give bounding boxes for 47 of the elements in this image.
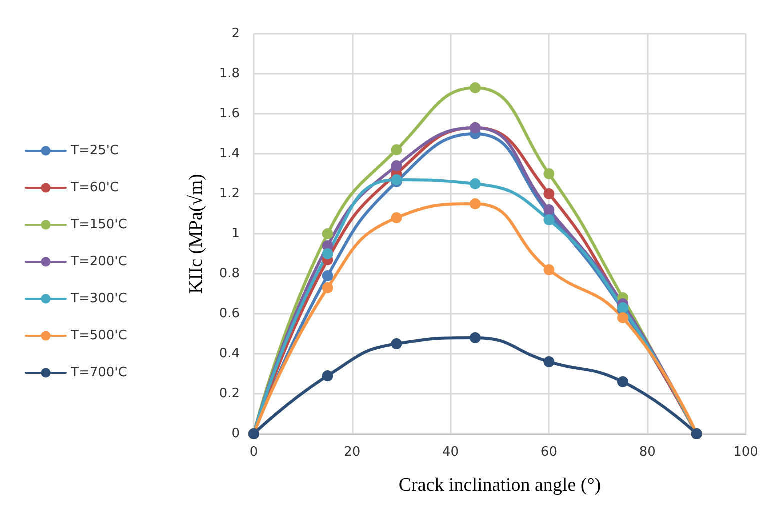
point — [544, 168, 555, 180]
legend-label: T=25'C — [70, 144, 120, 158]
y-tick-label: 1.4 — [219, 146, 240, 162]
point — [544, 356, 555, 368]
y-tick-label: 0.6 — [219, 306, 240, 322]
point — [470, 332, 481, 344]
point — [470, 178, 481, 190]
point — [470, 82, 481, 94]
point — [391, 160, 402, 172]
point — [544, 214, 555, 226]
legend-label: T=200'C — [70, 254, 128, 270]
y-tick-label: 1.2 — [219, 186, 240, 202]
point — [470, 198, 481, 210]
y-tick-label: 0 — [232, 426, 240, 442]
x-tick-label: 40 — [442, 445, 460, 460]
legend-label: T=500'C — [70, 328, 128, 344]
point — [322, 248, 334, 260]
point — [618, 312, 628, 324]
point — [322, 282, 334, 294]
legend-label: T=700'C — [70, 366, 128, 380]
point — [391, 338, 402, 350]
legend-label: T=150'C — [70, 218, 128, 232]
x-tick-label: 80 — [639, 445, 656, 460]
point — [322, 228, 334, 240]
y-tick-label: 0.8 — [219, 266, 240, 282]
x-tick-label: 20 — [344, 445, 361, 460]
x-tick-label: 60 — [540, 445, 558, 460]
point — [391, 144, 402, 156]
point — [618, 376, 628, 388]
x-axis-title: Crack inclination angle (°) — [398, 475, 602, 496]
legend-label: T=300'C — [70, 292, 128, 306]
y-axis-title: KIIc (MPa(√m) — [186, 174, 207, 294]
y-tick-label: 1.6 — [219, 106, 240, 122]
legend-label: T=60'C — [70, 180, 120, 196]
y-tick-label: 2 — [232, 26, 240, 42]
y-tick-label: 1 — [232, 226, 240, 242]
y-tick-label: 1.8 — [219, 66, 240, 82]
x-tick-label: 100 — [734, 445, 758, 460]
point — [544, 264, 555, 276]
y-tick-label: 0.4 — [219, 346, 240, 362]
point — [544, 188, 555, 200]
point — [544, 204, 555, 216]
point — [391, 212, 402, 224]
x-tick-label: 0 — [250, 445, 258, 460]
point — [322, 370, 334, 382]
point — [322, 270, 334, 282]
y-tick-label: 0.2 — [219, 386, 240, 402]
